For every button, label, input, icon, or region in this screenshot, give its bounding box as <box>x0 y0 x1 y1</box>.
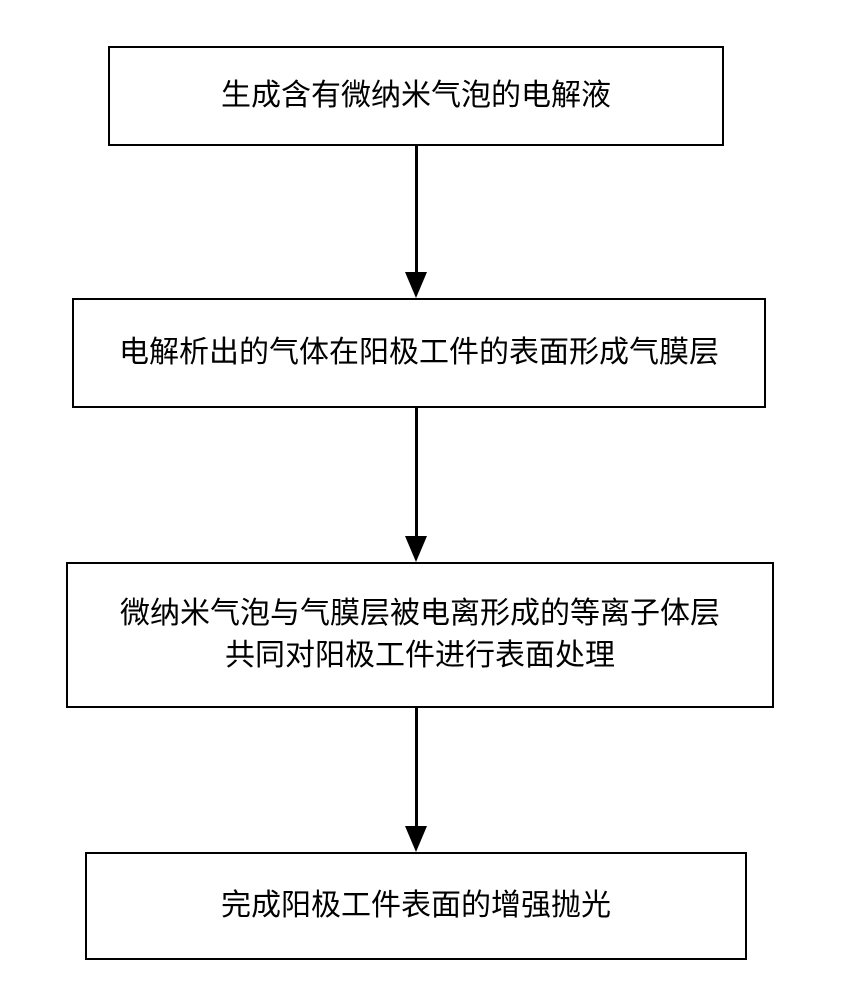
flowchart-arrow-line <box>415 708 418 826</box>
flowchart-box-step2: 电解析出的气体在阳极工件的表面形成气膜层 <box>72 298 766 408</box>
flowchart-box-step4: 完成阳极工件表面的增强抛光 <box>85 852 747 960</box>
flowchart-box-label: 完成阳极工件表面的增强抛光 <box>221 885 611 927</box>
flowchart-box-step1: 生成含有微纳米气泡的电解液 <box>108 46 724 146</box>
flowchart-box-label: 生成含有微纳米气泡的电解液 <box>221 75 611 117</box>
flowchart-box-label: 微纳米气泡与气膜层被电离形成的等离子体层 共同对阳极工件进行表面处理 <box>120 593 720 677</box>
flowchart-arrow-head <box>405 826 427 852</box>
flowchart-arrow-head <box>405 536 427 562</box>
flowchart-arrow-head <box>405 272 427 298</box>
flowchart-arrow-line <box>415 408 418 536</box>
flowchart-box-label: 电解析出的气体在阳极工件的表面形成气膜层 <box>119 332 719 374</box>
flowchart-arrow-line <box>415 146 418 272</box>
flowchart-box-step3: 微纳米气泡与气膜层被电离形成的等离子体层 共同对阳极工件进行表面处理 <box>66 562 774 708</box>
flowchart-canvas: 生成含有微纳米气泡的电解液电解析出的气体在阳极工件的表面形成气膜层微纳米气泡与气… <box>0 0 848 1000</box>
